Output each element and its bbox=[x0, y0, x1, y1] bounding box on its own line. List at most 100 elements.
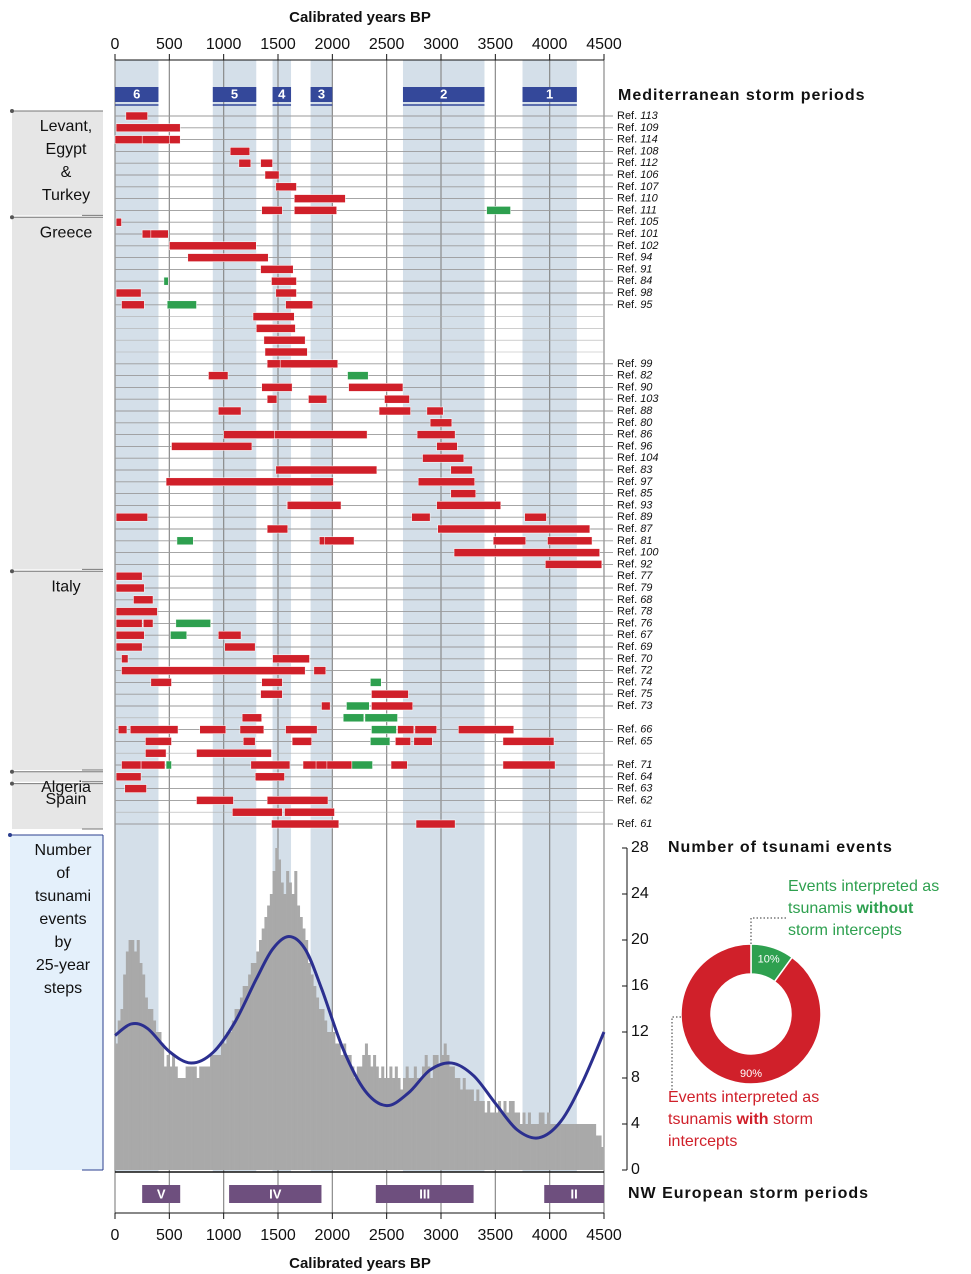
hist-bar bbox=[218, 1055, 222, 1170]
ref-number: 109 bbox=[640, 122, 658, 134]
group-label: Spain bbox=[46, 791, 87, 808]
hist-bar bbox=[533, 1124, 537, 1170]
group-dot bbox=[10, 215, 14, 220]
hist-bar bbox=[584, 1124, 588, 1170]
hist-bar bbox=[514, 1112, 518, 1170]
ref-number: 98 bbox=[640, 287, 653, 299]
ref-number: 68 bbox=[640, 594, 653, 606]
event-bar bbox=[145, 737, 172, 746]
ref-label: Ref. 99 bbox=[617, 358, 652, 370]
ref-label: Ref. 114 bbox=[617, 134, 658, 146]
x-tick-label: 2500 bbox=[369, 1227, 405, 1244]
hist-bar bbox=[139, 963, 143, 1170]
ref-label: Ref. 88 bbox=[617, 405, 653, 417]
x-tick-label: 3000 bbox=[423, 1227, 459, 1244]
ref-label: Ref. 110 bbox=[617, 193, 659, 205]
event-bar bbox=[411, 512, 431, 522]
leader-line bbox=[671, 1016, 681, 1090]
y-tick-label: 24 bbox=[631, 885, 649, 902]
hist-bar bbox=[538, 1112, 542, 1170]
event-bar bbox=[176, 536, 194, 546]
event-bar bbox=[125, 111, 148, 121]
hist-bar bbox=[283, 894, 287, 1170]
event-bar bbox=[140, 760, 166, 770]
hist-bar bbox=[348, 1055, 352, 1170]
hist-side-label: Number bbox=[35, 842, 93, 859]
ref-number: 106 bbox=[640, 169, 659, 181]
event-bar bbox=[224, 642, 256, 652]
hist-bar bbox=[430, 1078, 434, 1170]
hist-bar bbox=[435, 1055, 439, 1170]
ref-number: 97 bbox=[640, 476, 653, 488]
event-bar bbox=[261, 383, 293, 392]
event-bar bbox=[175, 619, 211, 628]
hist-bar bbox=[161, 1043, 165, 1170]
ref-prefix: Ref. bbox=[617, 547, 637, 559]
ref-prefix: Ref. bbox=[617, 440, 637, 452]
event-bar bbox=[371, 689, 409, 699]
event-bar bbox=[415, 819, 456, 829]
event-bar bbox=[169, 241, 257, 251]
ref-label: Ref. 72 bbox=[617, 665, 652, 677]
ref-prefix: Ref. bbox=[617, 417, 637, 429]
hist-bar bbox=[557, 1124, 561, 1170]
event-bar bbox=[492, 536, 527, 546]
hist-bar bbox=[153, 1020, 157, 1170]
hist-bar bbox=[150, 1009, 154, 1170]
event-bar bbox=[272, 654, 310, 664]
event-bar bbox=[291, 737, 312, 746]
ref-prefix: Ref. bbox=[617, 122, 637, 134]
x-tick-label: 500 bbox=[156, 1227, 183, 1244]
hist-bar bbox=[136, 940, 140, 1170]
hist-bar bbox=[400, 1089, 404, 1170]
event-bar bbox=[260, 689, 283, 699]
ref-number: 73 bbox=[640, 700, 653, 712]
event-bar bbox=[264, 347, 308, 357]
event-bar bbox=[351, 760, 373, 770]
hist-bar bbox=[383, 1078, 387, 1170]
ref-label: Ref. 93 bbox=[617, 499, 653, 511]
event-bar bbox=[263, 335, 306, 345]
x-tick-label: 4500 bbox=[586, 36, 622, 53]
hist-side-label: of bbox=[56, 865, 70, 882]
storm-period bbox=[212, 87, 257, 102]
hist-bar bbox=[555, 1124, 559, 1170]
hist-bar bbox=[250, 963, 254, 1170]
ref-number: 105 bbox=[640, 216, 659, 228]
storm-period-label: 2 bbox=[440, 86, 447, 101]
annotation: intercepts bbox=[668, 1133, 737, 1150]
event-bar bbox=[436, 442, 458, 451]
hist-bar bbox=[207, 1066, 211, 1170]
event-bar bbox=[115, 571, 143, 581]
ref-number: 91 bbox=[640, 263, 652, 275]
ref-prefix: Ref. bbox=[617, 783, 637, 795]
hist-bar bbox=[413, 1066, 417, 1170]
hist-bar bbox=[351, 1066, 355, 1170]
event-bar bbox=[264, 170, 280, 180]
hist-bar bbox=[212, 1055, 216, 1170]
ref-label: Ref. 96 bbox=[617, 440, 653, 452]
event-bar bbox=[502, 737, 555, 746]
event-bar bbox=[163, 276, 169, 286]
ref-prefix: Ref. bbox=[617, 535, 637, 547]
ref-label: Ref. 91 bbox=[617, 263, 652, 275]
storm-period-label: V bbox=[157, 1186, 166, 1201]
hist-bar bbox=[226, 1032, 230, 1170]
group-label: Italy bbox=[51, 578, 80, 595]
annotation-part: storm bbox=[773, 1111, 813, 1128]
hist-bar bbox=[392, 1078, 396, 1170]
hist-bar bbox=[416, 1078, 420, 1170]
event-bar bbox=[346, 701, 370, 711]
hist-bar bbox=[522, 1112, 526, 1170]
group-dot bbox=[10, 569, 14, 574]
event-bar bbox=[165, 760, 172, 770]
event-bar bbox=[371, 725, 397, 734]
ref-label: Ref. 77 bbox=[617, 570, 653, 582]
event-bar bbox=[347, 371, 369, 380]
ref-prefix: Ref. bbox=[617, 204, 637, 216]
hist-bar bbox=[476, 1089, 480, 1170]
hist-bar bbox=[375, 1066, 379, 1170]
hist-bar bbox=[402, 1078, 406, 1170]
ref-label: Ref. 101 bbox=[617, 228, 659, 240]
